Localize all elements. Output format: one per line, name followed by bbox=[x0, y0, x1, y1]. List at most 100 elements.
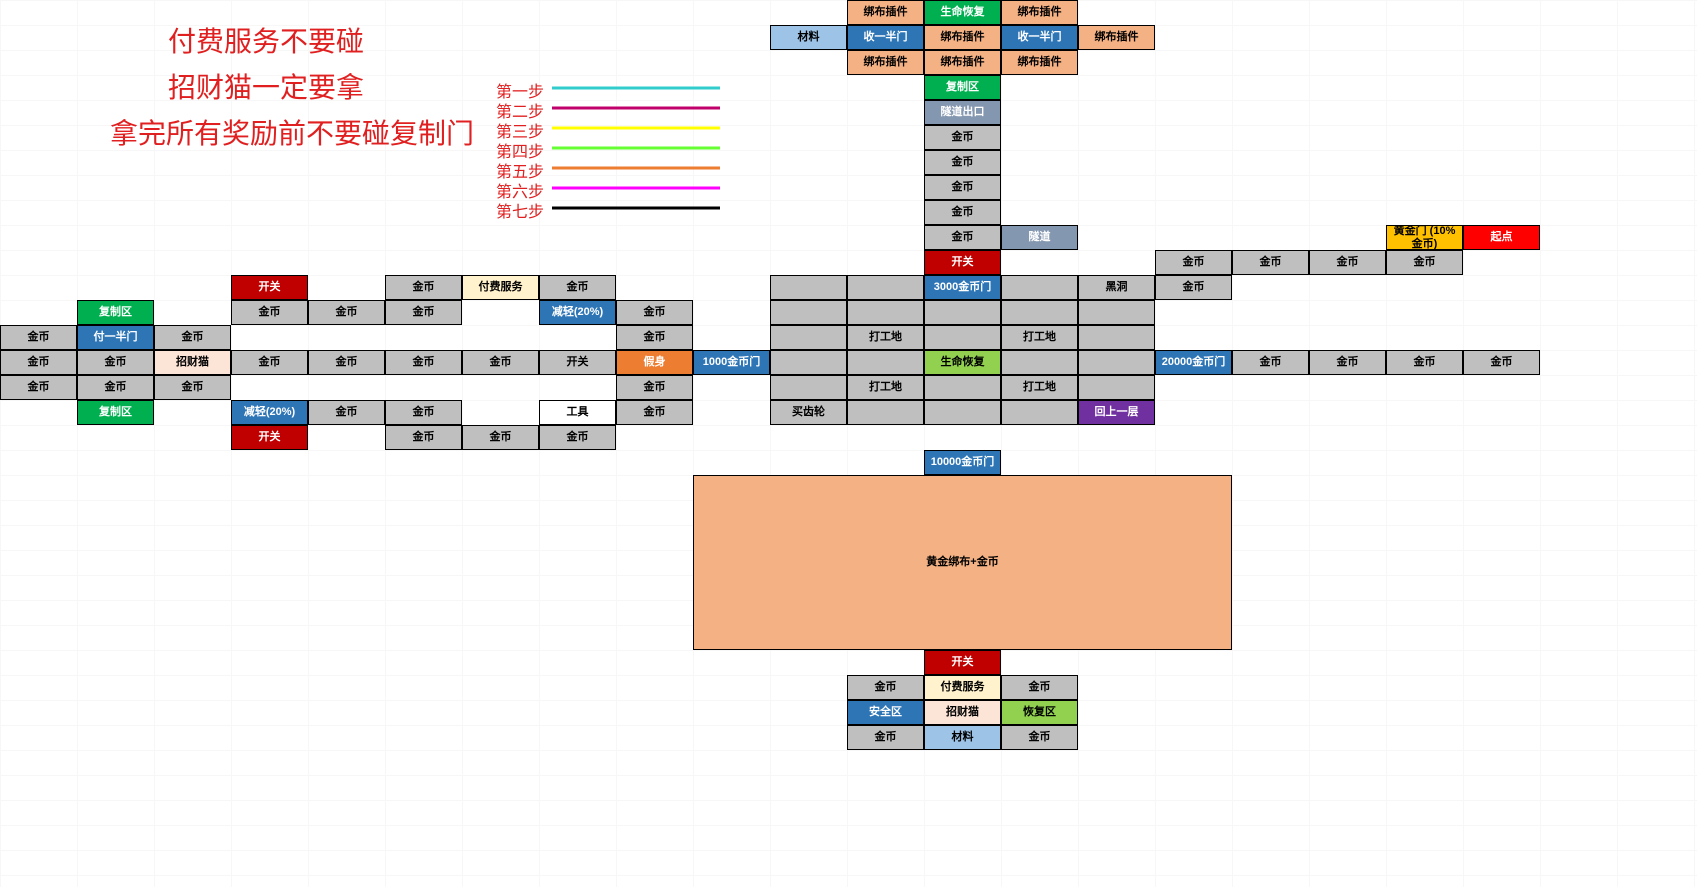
map-cell: 金币 bbox=[616, 400, 693, 425]
map-cell: 金币 bbox=[1155, 275, 1232, 300]
map-cell bbox=[770, 325, 847, 350]
map-cell: 工具 bbox=[539, 400, 616, 425]
map-cell: 黑洞 bbox=[1078, 275, 1155, 300]
warning-note: 拿完所有奖励前不要碰复制门 bbox=[110, 112, 474, 152]
map-cell bbox=[1078, 325, 1155, 350]
map-cell bbox=[770, 300, 847, 325]
map-cell: 金币 bbox=[385, 275, 462, 300]
map-cell bbox=[847, 275, 924, 300]
map-cell: 金币 bbox=[616, 325, 693, 350]
map-cell: 金币 bbox=[308, 300, 385, 325]
map-cell: 打工地 bbox=[1001, 325, 1078, 350]
map-cell: 金币 bbox=[847, 725, 924, 750]
map-cell: 1000金币门 bbox=[693, 350, 770, 375]
map-cell: 金币 bbox=[924, 175, 1001, 200]
map-cell: 金币 bbox=[924, 125, 1001, 150]
map-cell: 金币 bbox=[385, 350, 462, 375]
map-cell: 金币 bbox=[1001, 675, 1078, 700]
map-cell: 绑布插件 bbox=[847, 0, 924, 25]
map-cell: 金币 bbox=[539, 425, 616, 450]
map-cell: 收一半门 bbox=[1001, 25, 1078, 50]
map-cell: 付费服务 bbox=[462, 275, 539, 300]
map-cell: 金币 bbox=[154, 325, 231, 350]
map-cell: 金币 bbox=[616, 300, 693, 325]
map-cell bbox=[847, 350, 924, 375]
map-cell: 绑布插件 bbox=[924, 50, 1001, 75]
map-cell: 金币 bbox=[924, 200, 1001, 225]
map-cell: 隧道出口 bbox=[924, 100, 1001, 125]
map-cell: 金币 bbox=[308, 350, 385, 375]
map-cell: 金币 bbox=[385, 300, 462, 325]
map-cell: 生命恢复 bbox=[924, 350, 1001, 375]
map-cell: 开关 bbox=[231, 425, 308, 450]
map-cell: 开关 bbox=[231, 275, 308, 300]
map-cell: 招财猫 bbox=[924, 700, 1001, 725]
map-cell: 打工地 bbox=[847, 325, 924, 350]
map-cell: 打工地 bbox=[847, 375, 924, 400]
map-cell bbox=[770, 375, 847, 400]
map-cell: 黄金门 (10%金币) bbox=[1386, 225, 1463, 250]
map-cell bbox=[1001, 350, 1078, 375]
map-cell: 材料 bbox=[770, 25, 847, 50]
map-cell: 金币 bbox=[0, 375, 77, 400]
warning-note: 招财猫一定要拿 bbox=[168, 66, 364, 106]
map-cell: 金币 bbox=[539, 275, 616, 300]
map-cell bbox=[924, 325, 1001, 350]
map-cell: 金币 bbox=[1309, 250, 1386, 275]
map-cell bbox=[1078, 300, 1155, 325]
map-cell: 金币 bbox=[462, 350, 539, 375]
map-cell: 绑布插件 bbox=[1001, 50, 1078, 75]
map-cell: 金币 bbox=[1232, 350, 1309, 375]
map-cell: 金币 bbox=[924, 150, 1001, 175]
map-cell: 打工地 bbox=[1001, 375, 1078, 400]
map-cell bbox=[1078, 375, 1155, 400]
map-cell: 金币 bbox=[1001, 725, 1078, 750]
map-cell: 回上一层 bbox=[1078, 400, 1155, 425]
map-cell: 假身 bbox=[616, 350, 693, 375]
map-cell: 招财猫 bbox=[154, 350, 231, 375]
map-cell bbox=[847, 300, 924, 325]
map-cell: 绑布插件 bbox=[1001, 0, 1078, 25]
map-cell: 开关 bbox=[924, 650, 1001, 675]
map-cell: 金币 bbox=[1309, 350, 1386, 375]
map-cell: 金币 bbox=[154, 375, 231, 400]
map-cell: 生命恢复 bbox=[924, 0, 1001, 25]
legend-label: 第七步 bbox=[496, 198, 544, 222]
map-cell bbox=[770, 350, 847, 375]
map-cell: 买齿轮 bbox=[770, 400, 847, 425]
map-cell: 绑布插件 bbox=[847, 50, 924, 75]
map-cell: 金币 bbox=[308, 400, 385, 425]
map-cell: 安全区 bbox=[847, 700, 924, 725]
map-cell: 3000金币门 bbox=[924, 275, 1001, 300]
map-cell: 金币 bbox=[1386, 350, 1463, 375]
map-cell: 金币 bbox=[385, 400, 462, 425]
map-cell: 金币 bbox=[0, 350, 77, 375]
map-cell: 金币 bbox=[385, 425, 462, 450]
map-cell: 金币 bbox=[77, 375, 154, 400]
map-cell: 金币 bbox=[1232, 250, 1309, 275]
map-cell: 复制区 bbox=[77, 300, 154, 325]
map-cell: 金币 bbox=[0, 325, 77, 350]
map-cell bbox=[1001, 275, 1078, 300]
map-cell: 复制区 bbox=[924, 75, 1001, 100]
map-cell: 金币 bbox=[231, 350, 308, 375]
map-cell: 20000金币门 bbox=[1155, 350, 1232, 375]
map-cell: 材料 bbox=[924, 725, 1001, 750]
map-cell: 10000金币门 bbox=[924, 450, 1001, 475]
map-cell: 黄金绑布+金币 bbox=[693, 475, 1232, 650]
map-cell: 减轻(20%) bbox=[539, 300, 616, 325]
map-cell: 绑布插件 bbox=[1078, 25, 1155, 50]
map-cell bbox=[1001, 400, 1078, 425]
map-cell: 减轻(20%) bbox=[231, 400, 308, 425]
map-cell: 金币 bbox=[77, 350, 154, 375]
map-cell: 隧道 bbox=[1001, 225, 1078, 250]
map-cell: 金币 bbox=[924, 225, 1001, 250]
map-cell: 开关 bbox=[539, 350, 616, 375]
map-cell: 起点 bbox=[1463, 225, 1540, 250]
map-cell bbox=[924, 300, 1001, 325]
map-cell bbox=[1001, 300, 1078, 325]
map-cell: 付费服务 bbox=[924, 675, 1001, 700]
map-cell bbox=[770, 275, 847, 300]
map-cell: 金币 bbox=[231, 300, 308, 325]
diagram-stage: 绑布插件生命恢复绑布插件材料收一半门绑布插件收一半门绑布插件绑布插件绑布插件绑布… bbox=[0, 0, 1697, 887]
